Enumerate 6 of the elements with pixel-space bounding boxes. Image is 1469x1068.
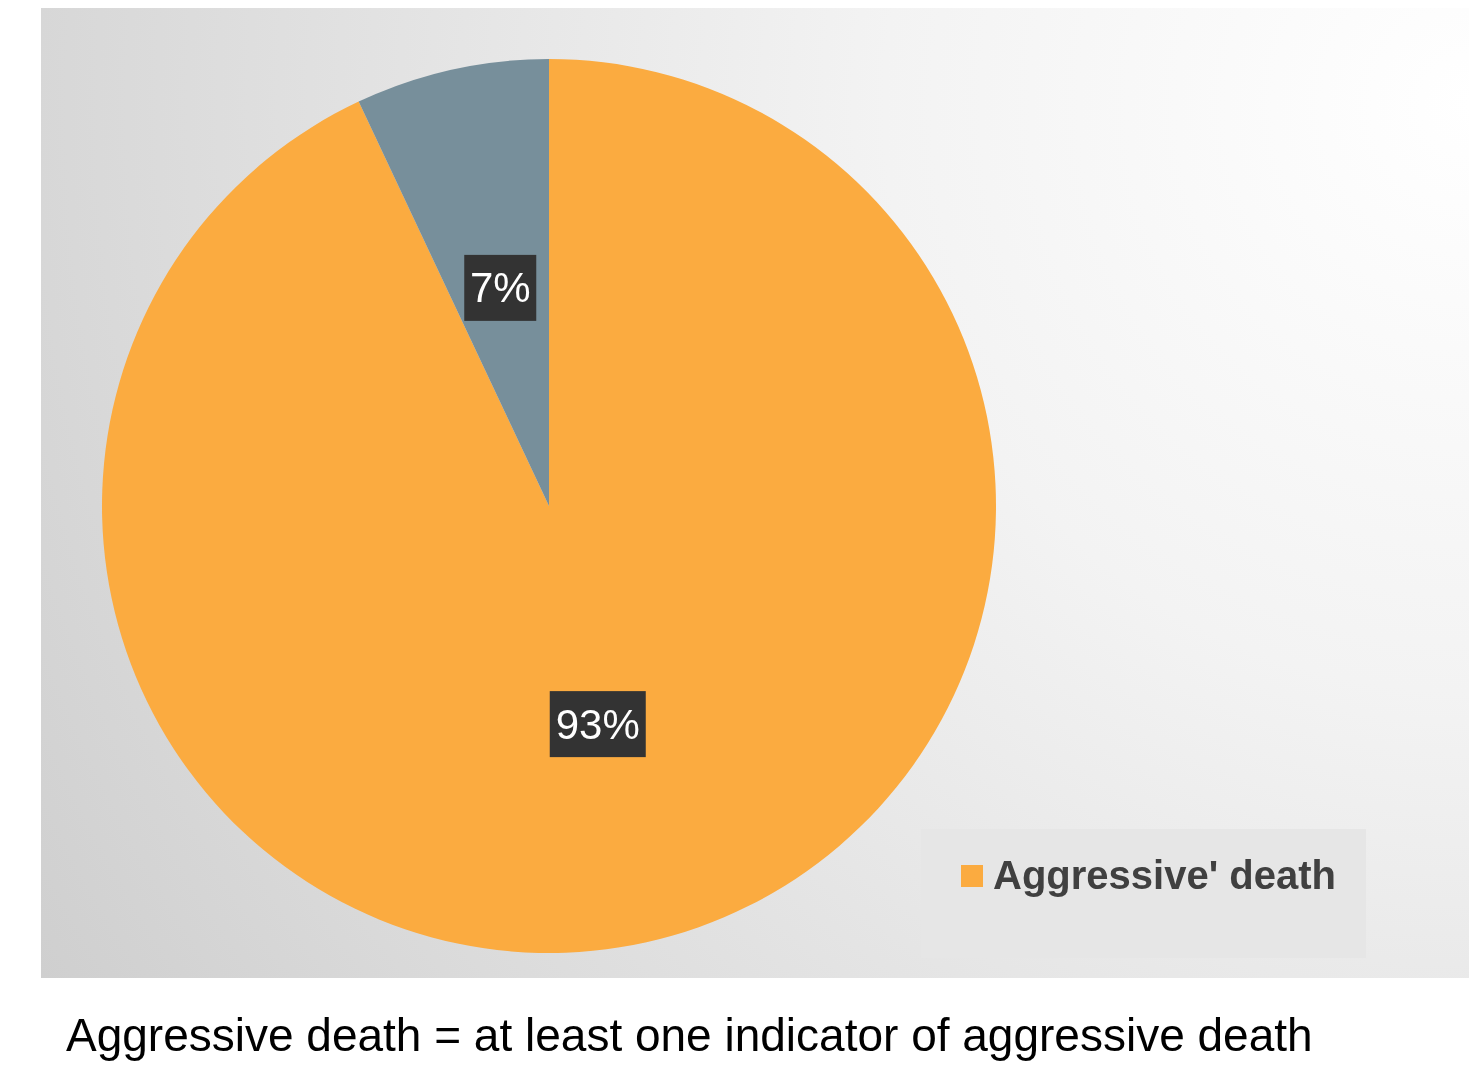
pie-slice (358, 59, 549, 506)
text: Aggressive death = at least one indicator of aggressive death (66, 1008, 1314, 1062)
legend-label: Aggressive' death (993, 853, 1336, 898)
data-label: 93% (555, 700, 640, 748)
pie-slice (102, 59, 996, 953)
data-label: 7% (469, 264, 531, 312)
